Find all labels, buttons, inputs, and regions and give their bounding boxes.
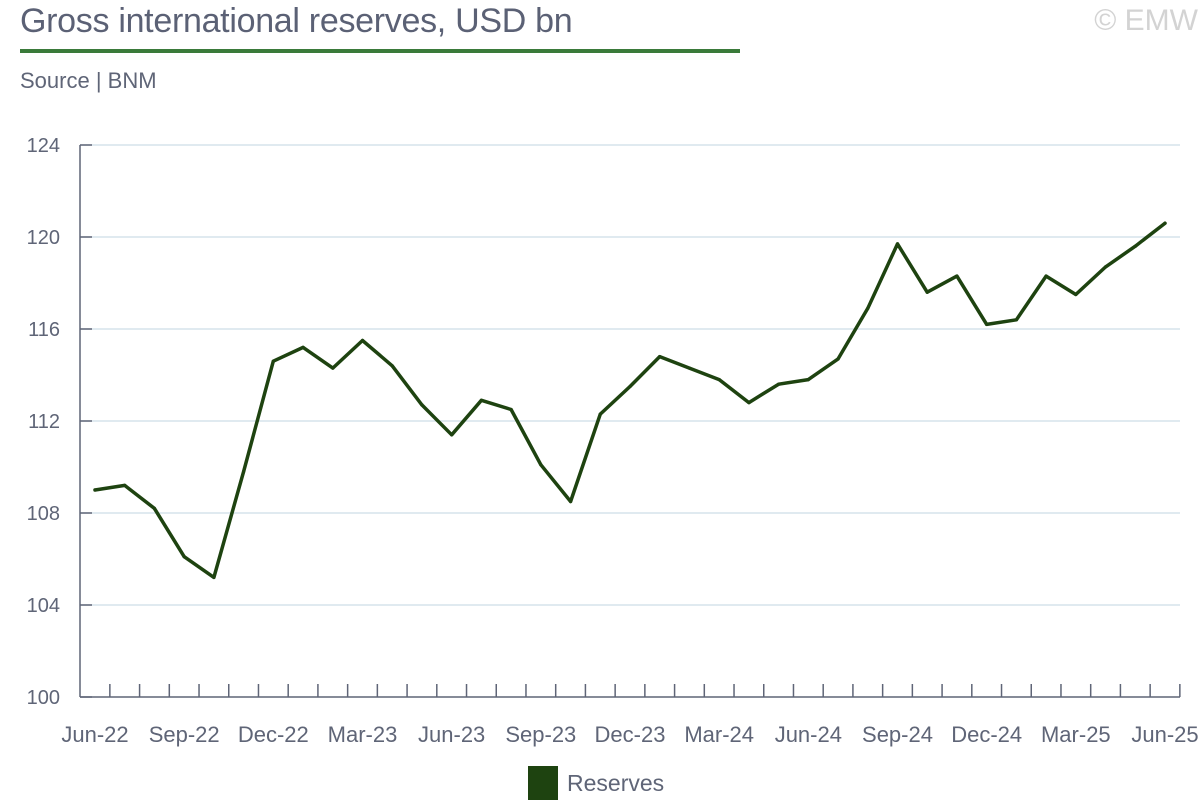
y-tick-label: 124 — [27, 135, 60, 157]
x-tick-label: Sep-24 — [862, 722, 933, 747]
x-tick-label: Jun-22 — [61, 722, 128, 747]
series-line-reserves — [93, 221, 1167, 580]
data-point — [479, 398, 483, 402]
data-point — [925, 290, 929, 294]
copyright-watermark: © EMW — [1094, 4, 1198, 37]
x-tick-label: Jun-25 — [1131, 722, 1198, 747]
legend-label-reserves: Reserves — [567, 769, 665, 796]
data-point — [271, 359, 275, 363]
data-point — [539, 463, 543, 467]
x-tick-label: Mar-24 — [684, 722, 754, 747]
data-point — [242, 470, 246, 474]
x-tick-label: Jun-23 — [418, 722, 485, 747]
data-point — [1074, 292, 1078, 297]
chart-title: Gross international reserves, USD bn — [20, 2, 573, 40]
data-point — [806, 378, 810, 382]
data-point — [777, 382, 781, 386]
data-point — [93, 488, 97, 492]
data-point — [895, 242, 900, 246]
y-tick-label: 120 — [27, 227, 60, 249]
data-point — [123, 483, 127, 487]
data-point — [955, 274, 959, 278]
y-tick-label: 112 — [28, 411, 60, 433]
data-point — [390, 364, 394, 368]
x-tick-label: Sep-22 — [149, 722, 220, 747]
x-tick-label: Mar-23 — [328, 722, 398, 747]
x-tick-label: Sep-23 — [505, 722, 576, 747]
x-tick-label: Dec-23 — [595, 722, 666, 747]
data-point — [658, 355, 662, 359]
data-point — [450, 433, 454, 437]
y-tick-label: 108 — [27, 503, 60, 525]
data-point — [1163, 221, 1167, 225]
data-point — [1104, 265, 1108, 269]
data-point — [509, 407, 513, 412]
data-point — [866, 306, 870, 310]
data-point — [598, 412, 602, 416]
y-tick-label: 116 — [28, 319, 60, 341]
data-point — [360, 338, 365, 343]
data-point — [569, 499, 573, 504]
data-point — [836, 357, 840, 361]
y-tick-label: 104 — [27, 595, 60, 617]
data-point — [985, 322, 989, 326]
data-point — [152, 506, 156, 510]
x-tick-label: Mar-25 — [1041, 722, 1111, 747]
data-point — [1133, 244, 1137, 248]
data-point — [717, 378, 721, 382]
data-point — [301, 345, 305, 349]
legend-swatch-reserves — [528, 766, 558, 800]
data-point — [1044, 274, 1048, 278]
data-point — [182, 555, 186, 559]
data-point — [212, 575, 216, 580]
data-point — [628, 384, 632, 389]
x-tick-label: Jun-24 — [775, 722, 842, 747]
legend: Reserves — [528, 766, 664, 800]
x-tick-label: Dec-22 — [238, 722, 309, 747]
source-note: Source | BNM — [20, 68, 157, 93]
x-tick-label: Dec-24 — [951, 722, 1022, 747]
data-point — [420, 403, 424, 407]
data-point — [687, 366, 692, 370]
data-point — [747, 401, 751, 405]
title-underline — [20, 49, 740, 53]
data-point — [331, 366, 335, 370]
y-tick-label: 100 — [27, 687, 60, 709]
data-point — [1014, 318, 1019, 322]
